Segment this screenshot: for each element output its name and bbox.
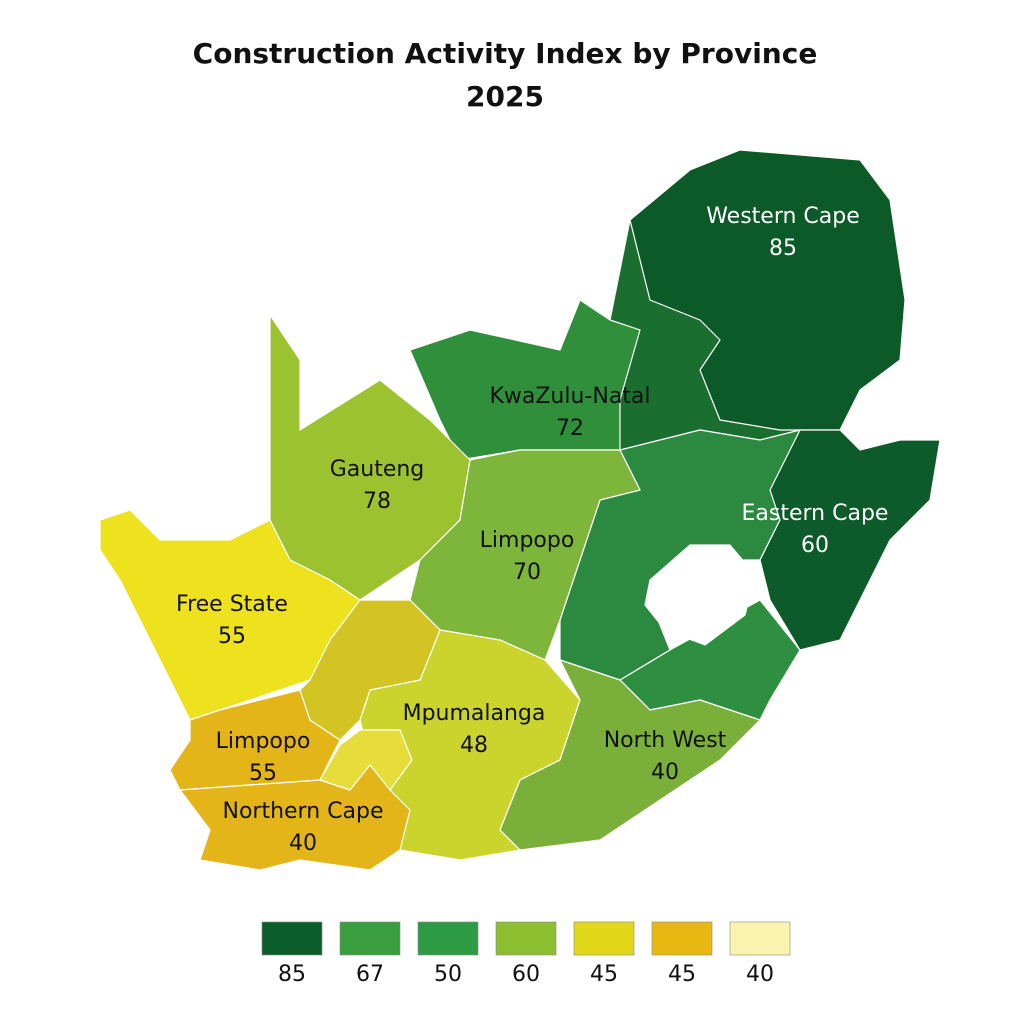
region (629, 149, 906, 431)
region-name: Free State (176, 592, 288, 617)
legend-label: 50 (434, 962, 462, 987)
region-value: 60 (801, 533, 829, 558)
map-subtitle: 2025 (466, 80, 544, 113)
region-name: Northern Cape (222, 799, 383, 824)
legend: 85 67 50 60 45 45 40 (261, 921, 791, 987)
region-name: Limpopo (216, 729, 311, 754)
legend-label: 45 (590, 962, 618, 987)
region-name: Western Cape (706, 204, 860, 229)
region (299, 599, 441, 741)
legend-swatch (573, 921, 635, 956)
legend-label: 60 (512, 962, 540, 987)
legend-label: 40 (746, 962, 774, 987)
legend-label: 85 (278, 962, 306, 987)
region-name: KwaZulu-Natal (489, 384, 650, 409)
region-value: 40 (289, 831, 317, 856)
legend-swatch (651, 921, 713, 956)
legend-swatch (339, 921, 401, 956)
region-name: North West (604, 728, 727, 753)
region-value: 55 (249, 761, 277, 786)
region-value: 72 (556, 416, 584, 441)
legend-swatch (417, 921, 479, 956)
region-value: 85 (769, 236, 797, 261)
region-name: Gauteng (330, 457, 425, 482)
region (759, 429, 941, 651)
region-value: 40 (651, 760, 679, 785)
region (319, 729, 413, 791)
region-name: Mpumalanga (403, 701, 546, 726)
legend-swatch (495, 921, 557, 956)
region (499, 659, 761, 851)
region-value: 48 (460, 733, 488, 758)
region-name: Limpopo (480, 528, 575, 553)
region-value: 55 (218, 624, 246, 649)
region-value: 70 (513, 560, 541, 585)
legend-label: 67 (356, 962, 384, 987)
region-name: Eastern Cape (742, 501, 889, 526)
map (99, 149, 941, 871)
lesotho (644, 544, 756, 646)
region (169, 689, 341, 791)
legend-swatch (729, 921, 791, 956)
legend-label: 45 (668, 962, 696, 987)
map-title: Construction Activity Index by Province (193, 37, 818, 70)
region-value: 78 (363, 489, 391, 514)
legend-swatch (261, 921, 323, 956)
